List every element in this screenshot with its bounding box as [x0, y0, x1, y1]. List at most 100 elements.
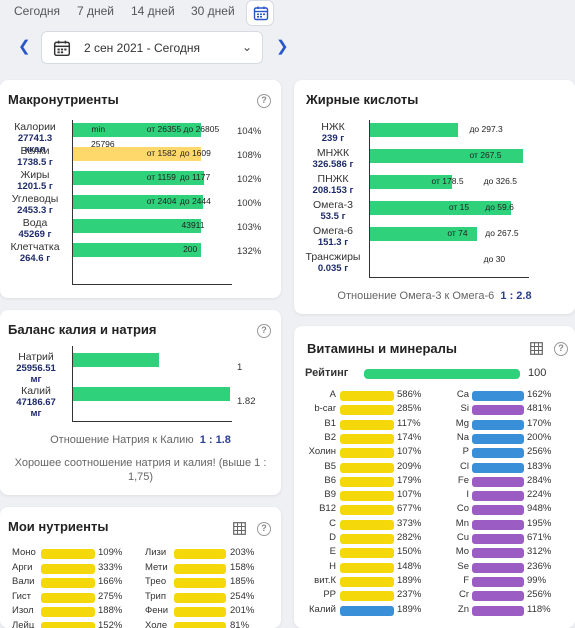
calendar-button[interactable] [246, 0, 274, 26]
fatty-label: МНЖК 326.586 г [298, 148, 368, 171]
my-nutrient-row: Лейц 152% [0, 620, 281, 628]
fatty-amount: 239 г [321, 133, 345, 144]
macro-name: Вода [22, 217, 48, 229]
vitamin-name: E [329, 546, 336, 558]
fatty-axis [369, 120, 529, 278]
balance-name: Калий [21, 385, 51, 397]
calendar-icon [53, 40, 71, 57]
vitamin-row: Si 481% [294, 403, 575, 416]
help-icon[interactable]: ? [257, 522, 271, 536]
vitamin-row: Cr 256% [294, 589, 575, 602]
vitamin-name: Mn [455, 517, 469, 529]
macro-bar [73, 243, 201, 257]
vitamin-value: 224% [527, 489, 552, 501]
my-nutrient-bar [174, 607, 226, 617]
vitamin-name: Co [456, 503, 469, 515]
vitamin-row: F 99% [294, 575, 575, 588]
vitamin-bar [472, 491, 524, 502]
next-arrow-icon[interactable]: ❯ [276, 38, 289, 55]
my-nutrient-value: 201% [230, 605, 255, 616]
vitamin-value: 284% [527, 474, 552, 486]
my-nutrient-name: Арги [12, 561, 33, 573]
macro-percent: 132% [237, 246, 262, 257]
tab-14-days[interactable]: 14 дней [131, 4, 175, 18]
vitamin-value: 148% [397, 560, 422, 572]
vitamin-bar [472, 476, 524, 487]
rating-bar [364, 369, 520, 379]
vitamin-name: B2 [324, 431, 336, 443]
my-nutrient-value: 203% [230, 547, 255, 558]
macro-percent: 100% [237, 198, 262, 209]
my-nutrient-row: Фени 201% [0, 605, 281, 618]
tab-7-days[interactable]: 7 дней [77, 4, 115, 18]
vitamin-bar [340, 462, 394, 473]
vitamin-value: 312% [527, 546, 552, 558]
my-nutrient-value: 275% [98, 590, 123, 602]
my-nutrient-name: Мети [145, 561, 168, 573]
rating-label: Рейтинг [305, 367, 349, 379]
date-navigation: ❮ 2 сен 2021 - Сегодня ⌄ ❯ [0, 28, 575, 70]
tab-today[interactable]: Сегодня [14, 4, 60, 18]
macro-amount: 45269 г [18, 229, 52, 240]
vitamin-bar [472, 534, 524, 544]
vitamin-name: Ca [456, 389, 469, 400]
table-icon[interactable] [530, 342, 543, 355]
vitamin-bar [472, 562, 524, 573]
vitamin-name: B6 [324, 474, 336, 486]
sodium-ratio-label: Отношение Натрия к Калию [50, 434, 194, 446]
vitamin-row: A 586% [294, 389, 575, 402]
omega-ratio-label: Отношение Омега-3 к Омега-6 [337, 290, 495, 302]
macro-bar-label: min [91, 124, 106, 134]
help-icon[interactable]: ? [257, 94, 271, 108]
vitamin-bar [472, 391, 524, 401]
my-nutrient-bar [41, 578, 95, 588]
vitamin-value: 107% [397, 446, 422, 458]
vitamin-value: 236% [527, 560, 552, 572]
balance-bar [73, 387, 230, 401]
fatty-amount: 208.153 г [312, 185, 354, 196]
my-nutrient-name: Вали [12, 576, 35, 587]
vitamin-name: Mg [455, 417, 469, 429]
macro-bar [73, 219, 201, 233]
vitamin-bar [340, 391, 394, 401]
my-nutrient-bar [41, 549, 95, 559]
fatty-label: НЖК 239 г [298, 122, 368, 145]
vitamin-value: 99% [527, 574, 547, 586]
macro-bar-label: 43911 [181, 220, 205, 230]
vitamin-name: Fe [457, 474, 469, 486]
my-nutrient-value: 109% [98, 547, 123, 558]
prev-arrow-icon[interactable]: ❮ [18, 38, 31, 55]
vitamin-value: 118% [527, 603, 551, 615]
vitamin-value: 209% [397, 460, 422, 472]
my-nutrient-value: 81% [230, 619, 250, 628]
help-icon[interactable]: ? [257, 324, 271, 338]
vitamin-value: 256% [527, 446, 552, 458]
vitamin-bar [340, 605, 394, 616]
table-icon[interactable] [233, 522, 246, 535]
my-nutrient-row: Изол 188% [0, 605, 281, 618]
period-tabs: Сегодня 7 дней 14 дней 30 дней [0, 0, 575, 28]
vitamin-bar [472, 419, 524, 430]
macro-label: Жиры 1201.5 г [2, 170, 68, 193]
macro-name: Калории [14, 121, 56, 133]
fatty-bar [370, 123, 459, 137]
macro-label: Белки 1738.5 г [2, 146, 68, 169]
vitamin-bar [472, 519, 524, 530]
my-nutrient-bar [174, 621, 226, 628]
my-nutrient-bar [41, 563, 95, 574]
balance-value: 1.82 [237, 396, 256, 407]
tab-30-days[interactable]: 30 дней [191, 4, 235, 18]
my-nutrient-row: Вали 166% [0, 576, 281, 589]
vitamin-value: 170% [527, 417, 552, 429]
date-range-select[interactable]: 2 сен 2021 - Сегодня ⌄ [41, 31, 263, 64]
vitamin-row: Калий 189% [294, 604, 575, 617]
vitamin-name: F [463, 574, 469, 586]
calendar-icon [253, 6, 269, 21]
help-icon[interactable]: ? [554, 342, 568, 356]
vitamin-value: 107% [397, 489, 422, 501]
vitamin-bar [472, 548, 524, 559]
vitamin-row: H 148% [294, 561, 575, 574]
balance-unit: мг [30, 408, 42, 419]
vitamin-bar [472, 591, 524, 602]
fatty-name: ПНЖК [317, 173, 349, 185]
